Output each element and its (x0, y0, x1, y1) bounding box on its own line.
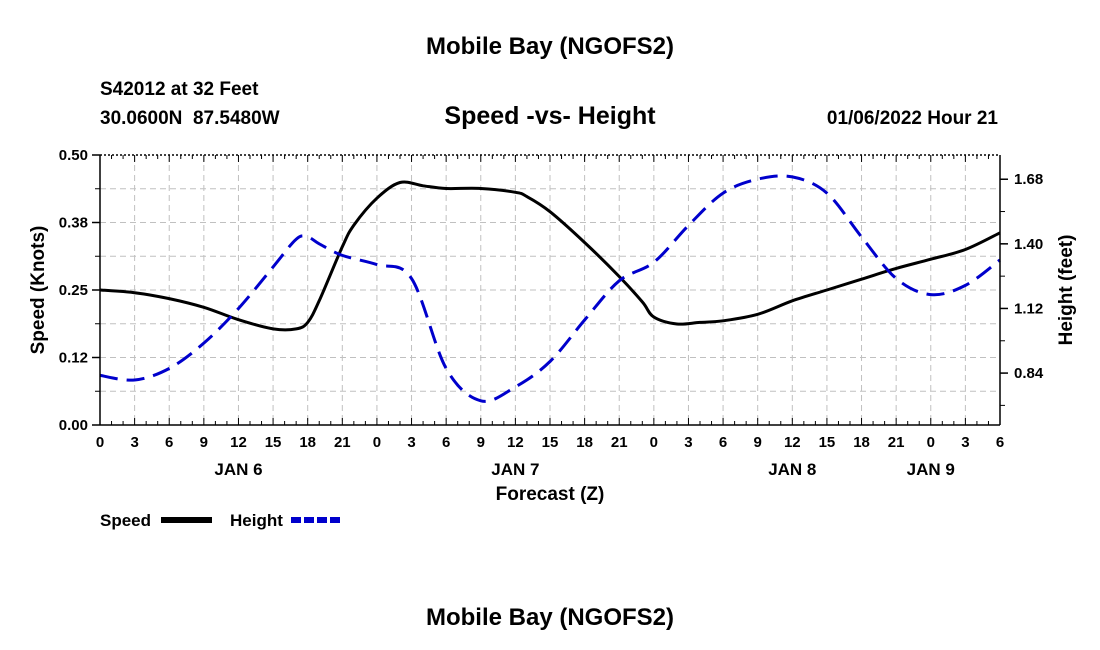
x-tick-label: 21 (888, 434, 905, 451)
y-tick-label-right: 0.84 (1014, 365, 1044, 382)
y-tick-label-left: 0.00 (59, 417, 88, 434)
forecast-datetime: 01/06/2022 Hour 21 (827, 108, 999, 129)
station-coords: 30.0600N 87.5480W (100, 108, 280, 129)
x-tick-label: 3 (684, 434, 692, 451)
x-tick-label: 12 (507, 434, 524, 451)
chart-title: Speed -vs- Height (444, 102, 656, 130)
y-tick-label-right: 1.40 (1014, 236, 1043, 253)
x-tick-label: 15 (265, 434, 282, 451)
date-label: JAN 6 (214, 460, 262, 479)
x-tick-label: 3 (407, 434, 415, 451)
x-tick-label: 15 (542, 434, 559, 451)
top-title: Mobile Bay (NGOFS2) (426, 33, 674, 60)
legend: Speed Height (100, 511, 343, 530)
station-label: S42012 at 32 Feet (100, 79, 259, 100)
legend-height-label: Height (230, 511, 283, 530)
x-tick-label: 18 (853, 434, 870, 451)
axes (92, 154, 1008, 426)
x-tick-label: 9 (200, 434, 208, 451)
y-tick-label-left: 0.25 (59, 282, 88, 299)
grid (99, 155, 1001, 425)
x-tick-label: 6 (719, 434, 727, 451)
x-tick-label: 6 (165, 434, 173, 451)
y-tick-label-left: 0.50 (59, 147, 88, 164)
y-tick-label-right: 1.68 (1014, 171, 1043, 188)
x-tick-label: 12 (784, 434, 801, 451)
series-lines (99, 174, 1001, 403)
y-axis-left-label: Speed (Knots) (28, 226, 49, 355)
x-tick-label: 0 (96, 434, 104, 451)
x-tick-label: 0 (373, 434, 381, 451)
x-tick-label: 3 (961, 434, 969, 451)
x-tick-label: 15 (819, 434, 836, 451)
series-line-speed (99, 180, 1001, 332)
x-tick-label: 18 (576, 434, 593, 451)
x-tick-label: 6 (996, 434, 1004, 451)
legend-speed-label: Speed (100, 511, 151, 530)
x-tick-label: 0 (927, 434, 935, 451)
tick-labels: 0 3 6 9 12 15 18 21 0 3 6 9 12 15 18 21 0 3 6 9 12 15 18 21 0 3 6 J… (59, 147, 1044, 479)
y-tick-label-left: 0.12 (59, 350, 88, 367)
x-tick-label: 21 (334, 434, 351, 451)
x-tick-label: 9 (477, 434, 485, 451)
x-tick-label: 18 (299, 434, 316, 451)
bottom-title: Mobile Bay (NGOFS2) (426, 604, 674, 631)
date-label: JAN 7 (491, 460, 539, 479)
x-tick-label: 0 (650, 434, 658, 451)
x-tick-label: 21 (611, 434, 628, 451)
y-tick-label-right: 1.12 (1014, 300, 1043, 317)
x-tick-label: 9 (754, 434, 762, 451)
x-axis-label: Forecast (Z) (496, 484, 605, 505)
y-axis-right-label: Height (feet) (1056, 235, 1077, 346)
date-label: JAN 8 (768, 460, 816, 479)
x-tick-label: 12 (230, 434, 247, 451)
y-tick-label-left: 0.38 (59, 215, 88, 232)
x-tick-label: 3 (130, 434, 138, 451)
series-line-height (99, 174, 1001, 403)
date-label: JAN 9 (907, 460, 955, 479)
x-tick-label: 6 (442, 434, 450, 451)
